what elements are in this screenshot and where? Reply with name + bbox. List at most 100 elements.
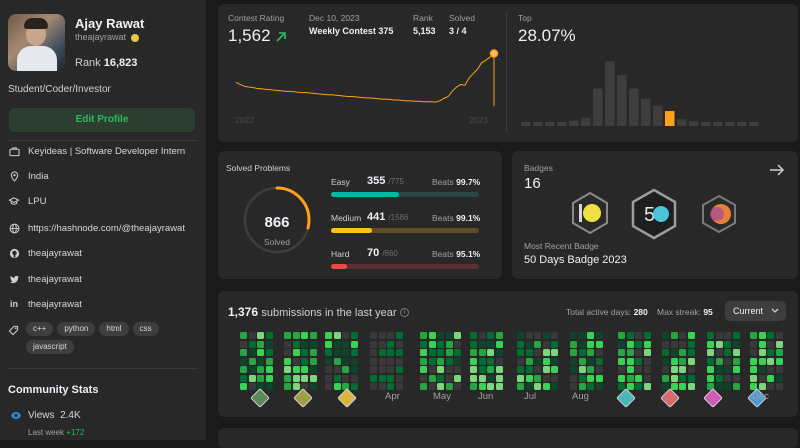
calendar-day[interactable] — [478, 340, 486, 348]
calendar-day[interactable] — [370, 374, 377, 382]
calendar-day[interactable] — [428, 340, 436, 348]
calendar-day[interactable] — [626, 383, 634, 390]
calendar-day[interactable] — [635, 357, 642, 365]
calendar-day[interactable] — [333, 366, 341, 373]
calendar-day[interactable] — [626, 357, 634, 365]
calendar-day[interactable] — [542, 357, 550, 365]
distribution-bar[interactable] — [593, 88, 603, 126]
calendar-day[interactable] — [309, 340, 317, 348]
calendar-day[interactable] — [495, 357, 503, 365]
calendar-day[interactable] — [525, 332, 533, 339]
calendar-day[interactable] — [662, 374, 669, 382]
calendar-day[interactable] — [578, 366, 586, 373]
rating-distribution-chart[interactable] — [518, 56, 786, 128]
calendar-day[interactable] — [378, 357, 386, 365]
calendar-day[interactable] — [534, 374, 541, 382]
calendar-day[interactable] — [437, 349, 444, 356]
calendar-day[interactable] — [687, 374, 695, 382]
calendar-day[interactable] — [325, 374, 332, 382]
calendar-day[interactable] — [662, 349, 669, 356]
calendar-day[interactable] — [301, 332, 308, 339]
calendar-day[interactable] — [325, 340, 332, 348]
calendar-day[interactable] — [265, 366, 273, 373]
calendar-day[interactable] — [309, 383, 317, 390]
calendar-day[interactable] — [478, 366, 486, 373]
calendar-day[interactable] — [643, 349, 651, 356]
calendar-day[interactable] — [670, 374, 678, 382]
calendar-day[interactable] — [248, 383, 256, 390]
calendar-day[interactable] — [387, 332, 394, 339]
distribution-bar[interactable] — [701, 122, 711, 126]
calendar-day[interactable] — [325, 366, 332, 373]
calendar-day[interactable] — [724, 357, 731, 365]
calendar-day[interactable] — [578, 383, 586, 390]
distribution-bar[interactable] — [725, 122, 735, 126]
calendar-day[interactable] — [240, 383, 247, 390]
calendar-day[interactable] — [309, 332, 317, 339]
calendar-day[interactable] — [570, 374, 577, 382]
calendar-day[interactable] — [454, 357, 461, 365]
calendar-day[interactable] — [420, 374, 427, 382]
calendar-day[interactable] — [775, 340, 783, 348]
calendar-day[interactable] — [534, 366, 541, 373]
calendar-day[interactable] — [428, 332, 436, 339]
calendar-day[interactable] — [309, 349, 317, 356]
calendar-day[interactable] — [724, 366, 731, 373]
calendar-day[interactable] — [248, 332, 256, 339]
calendar-day[interactable] — [618, 340, 625, 348]
calendar-day[interactable] — [635, 374, 642, 382]
calendar-day[interactable] — [767, 383, 774, 390]
calendar-day[interactable] — [487, 340, 494, 348]
calendar-day[interactable] — [420, 383, 427, 390]
calendar-day[interactable] — [570, 383, 577, 390]
calendar-day[interactable] — [679, 374, 686, 382]
calendar-day[interactable] — [732, 357, 740, 365]
annual-badge-icon[interactable] — [700, 194, 738, 234]
calendar-day[interactable] — [595, 332, 603, 339]
calendar-day[interactable] — [534, 357, 541, 365]
calendar-day[interactable] — [428, 349, 436, 356]
calendar-day[interactable] — [420, 349, 427, 356]
skill-tag[interactable]: python — [57, 322, 96, 336]
info-linkedin[interactable]: in theajayrawat — [10, 298, 82, 310]
calendar-day[interactable] — [437, 332, 444, 339]
calendar-day[interactable] — [670, 349, 678, 356]
calendar-day[interactable] — [587, 357, 594, 365]
calendar-day[interactable] — [284, 383, 291, 390]
calendar-day[interactable] — [670, 332, 678, 339]
calendar-day[interactable] — [350, 383, 358, 390]
calendar-day[interactable] — [301, 383, 308, 390]
calendar-day[interactable] — [342, 357, 349, 365]
calendar-day[interactable] — [495, 366, 503, 373]
calendar-day[interactable] — [248, 366, 256, 373]
calendar-day[interactable] — [750, 383, 757, 390]
calendar-day[interactable] — [350, 332, 358, 339]
calendar-day[interactable] — [325, 332, 332, 339]
calendar-day[interactable] — [428, 383, 436, 390]
calendar-day[interactable] — [370, 366, 377, 373]
calendar-day[interactable] — [292, 340, 300, 348]
calendar-day[interactable] — [626, 374, 634, 382]
calendar-day[interactable] — [732, 366, 740, 373]
calendar-day[interactable] — [578, 357, 586, 365]
calendar-day[interactable] — [687, 357, 695, 365]
calendar-day[interactable] — [378, 366, 386, 373]
distribution-bar[interactable] — [653, 105, 663, 126]
calendar-day[interactable] — [687, 383, 695, 390]
calendar-day[interactable] — [487, 383, 494, 390]
calendar-day[interactable] — [470, 383, 477, 390]
calendar-day[interactable] — [570, 349, 577, 356]
calendar-day[interactable] — [395, 383, 403, 390]
calendar-day[interactable] — [248, 340, 256, 348]
calendar-day[interactable] — [662, 340, 669, 348]
calendar-day[interactable] — [257, 340, 264, 348]
calendar-day[interactable] — [265, 349, 273, 356]
calendar-day[interactable] — [732, 332, 740, 339]
calendar-day[interactable] — [525, 340, 533, 348]
calendar-day[interactable] — [643, 366, 651, 373]
distribution-bar[interactable] — [629, 88, 639, 126]
calendar-day[interactable] — [517, 374, 524, 382]
calendar-day[interactable] — [478, 383, 486, 390]
distribution-bar[interactable] — [713, 122, 723, 126]
distribution-bar[interactable] — [545, 122, 555, 126]
